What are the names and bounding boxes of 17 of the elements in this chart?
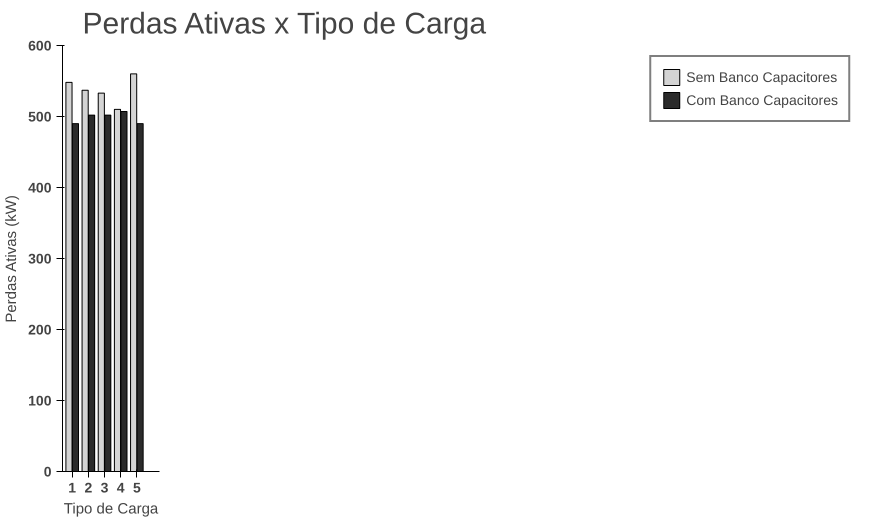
y-tick-label: 400 <box>28 180 52 196</box>
text: Perdas Ativas x Tipo de Carga <box>82 8 486 40</box>
y-tick-label: 0 <box>44 464 52 480</box>
x-axis-title: Tipo de Carga <box>64 500 159 518</box>
x-tick-label: 4 <box>116 480 125 496</box>
legend-label: Com Banco Capacitores <box>686 92 838 108</box>
legend-label: Sem Banco Capacitores <box>686 69 838 85</box>
y-axis-title: Perdas Ativas (kW) <box>3 195 20 323</box>
y-tick-label: 200 <box>28 322 52 338</box>
y-tick-label: 500 <box>28 108 52 124</box>
x-tick-label: 2 <box>84 480 92 496</box>
x-tick-label: 1 <box>68 480 76 496</box>
y-tick-label: 600 <box>28 38 52 54</box>
x-tick-label: 5 <box>132 480 141 496</box>
y-tick-label: 300 <box>28 250 52 266</box>
x-tick-label: 3 <box>100 480 109 496</box>
y-tick-label: 100 <box>28 392 52 408</box>
